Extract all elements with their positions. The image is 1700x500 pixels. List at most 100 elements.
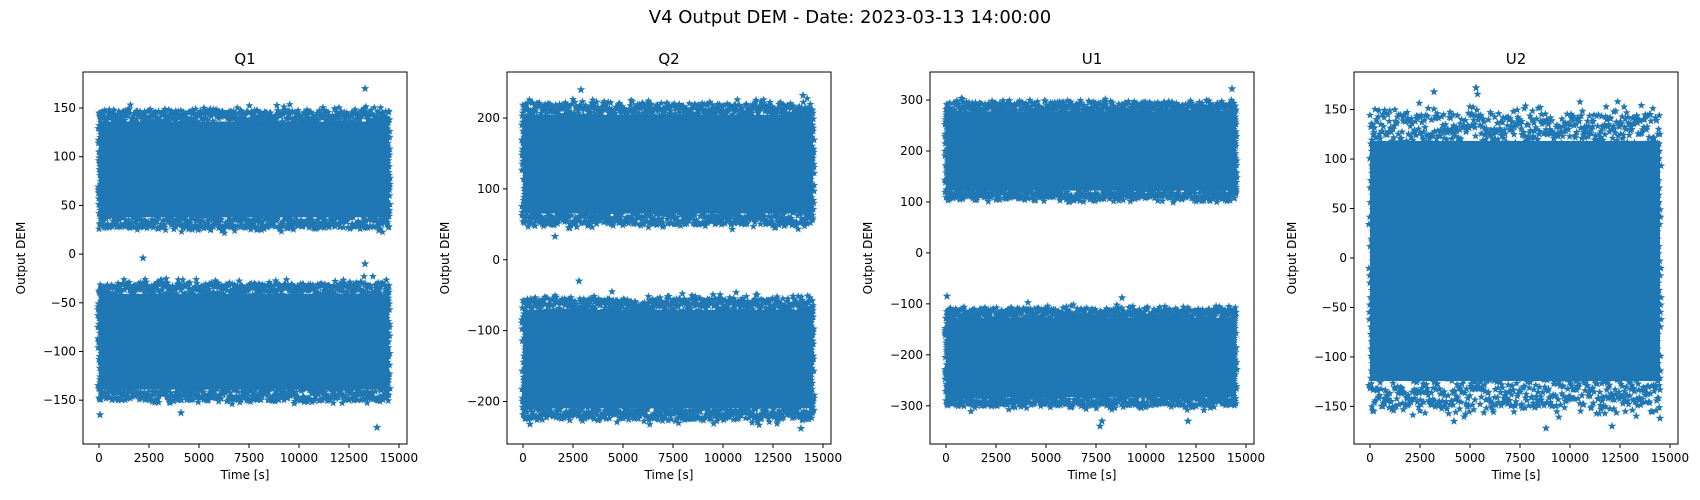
scatter-points [93, 84, 395, 432]
outlier-point [942, 291, 952, 300]
y-tick-label: −100 [890, 297, 923, 311]
outlier-point [574, 276, 584, 285]
outlier-point [95, 410, 105, 419]
x-tick-label: 5000 [608, 451, 639, 465]
outlier-point [525, 419, 535, 428]
x-tick-label: 2500 [558, 451, 589, 465]
subplot-u2: 0 2500 5000 7500 10000 12500 15000 −150 −100 −50 0… [1285, 50, 1689, 482]
y-tick-label: 150 [53, 101, 76, 115]
band-edge-lower [940, 298, 1241, 415]
x-tick-label: 5000 [1455, 451, 1486, 465]
y-tick-label: −100 [467, 324, 500, 338]
x-tick-label: 10000 [704, 451, 742, 465]
band-edge-upper [940, 94, 1241, 206]
band-upper [99, 121, 389, 218]
axes-frame [929, 71, 1255, 445]
subplot-q2: 0 2500 5000 7500 10000 12500 15000 −200 −100 0 100… [438, 50, 842, 482]
outlier-point [1449, 416, 1459, 425]
scatter-points [517, 85, 819, 433]
x-tick-label: 7500 [1505, 451, 1536, 465]
band-edge-lower [517, 287, 819, 429]
outlier-point [1471, 83, 1481, 92]
x-tick-label: 7500 [1081, 451, 1112, 465]
outlier-point [1607, 421, 1617, 430]
subplot-u1: 0 2500 5000 7500 10000 12500 15000 −300 −200 −100… [861, 50, 1265, 482]
x-tick-label: 12500 [1601, 451, 1639, 465]
y-axis-label: Output DEM [438, 222, 452, 295]
y-tick-label: 50 [1332, 202, 1347, 216]
x-tick-label: 2500 [981, 451, 1012, 465]
y-tick-label: −50 [51, 296, 76, 310]
x-axis-label: Time [s] [1491, 468, 1541, 482]
y-tick-label: 150 [1324, 103, 1347, 117]
outlier-point [796, 423, 806, 433]
x-tick-label: 10000 [1127, 451, 1165, 465]
y-tick-label: 0 [492, 253, 500, 267]
outlier-point [576, 85, 586, 94]
y-axis-label: Output DEM [1285, 222, 1299, 295]
band-upper [946, 111, 1236, 191]
band-lower [99, 293, 389, 390]
x-tick-label: 15000 [804, 451, 842, 465]
y-tick-label: −150 [43, 393, 76, 407]
y-tick-label: 0 [915, 246, 923, 260]
x-tick-label: 7500 [234, 451, 265, 465]
y-tick-label: 100 [53, 150, 76, 164]
scatter-points [940, 84, 1241, 430]
x-tick-label: 12500 [330, 451, 368, 465]
y-tick-label: 200 [900, 144, 923, 158]
y-tick-label: 50 [61, 198, 76, 212]
y-tick-label: −50 [1322, 300, 1347, 314]
band-edge-single [1364, 90, 1666, 421]
y-tick-label: −150 [1314, 399, 1347, 413]
x-axis-label: Time [s] [220, 468, 270, 482]
y-tick-label: 0 [68, 247, 76, 261]
axes-frame [82, 71, 408, 445]
outlier-point [1097, 416, 1107, 425]
x-tick-label: 0 [1366, 451, 1374, 465]
band-single [1370, 140, 1660, 382]
y-tick-label: 0 [1339, 251, 1347, 265]
y-tick-label: −300 [890, 399, 923, 413]
band-edge-lower [93, 272, 395, 408]
x-tick-label: 5000 [1031, 451, 1062, 465]
x-tick-label: 15000 [1227, 451, 1265, 465]
x-tick-label: 0 [942, 451, 950, 465]
x-tick-label: 15000 [1651, 451, 1689, 465]
y-tick-label: 100 [1324, 152, 1347, 166]
outlier-point [1541, 423, 1551, 432]
x-tick-label: 12500 [1177, 451, 1215, 465]
x-tick-label: 2500 [134, 451, 165, 465]
outlier-point [1095, 421, 1105, 430]
subplot-title: Q2 [658, 50, 679, 68]
outlier-point [798, 90, 808, 99]
y-tick-label: −200 [467, 394, 500, 408]
outlier-point [550, 231, 560, 240]
x-tick-label: 7500 [658, 451, 689, 465]
outlier-point [360, 84, 370, 93]
band-upper [523, 114, 813, 214]
y-tick-label: −100 [1314, 350, 1347, 364]
subplot-title: U2 [1506, 50, 1527, 68]
x-tick-label: 5000 [184, 451, 215, 465]
x-tick-label: 12500 [754, 451, 792, 465]
x-axis-label: Time [s] [644, 468, 694, 482]
outlier-point [1227, 84, 1237, 93]
band-lower [946, 317, 1236, 398]
x-tick-label: 0 [519, 451, 527, 465]
band-edge-upper [517, 94, 819, 233]
y-tick-label: 100 [477, 182, 500, 196]
figure-suptitle: V4 Output DEM - Date: 2023-03-13 14:00:0… [648, 7, 1052, 28]
band-edge-upper [94, 100, 395, 237]
y-tick-label: 300 [900, 93, 923, 107]
outlier-point [176, 408, 186, 417]
outlier-point [360, 259, 370, 268]
subplot-title: U1 [1082, 50, 1103, 68]
scatter-points [1364, 83, 1666, 432]
x-tick-label: 15000 [380, 451, 418, 465]
y-tick-label: −200 [890, 348, 923, 362]
x-axis-label: Time [s] [1067, 468, 1117, 482]
y-tick-label: 200 [477, 111, 500, 125]
subplot-q1: 0 2500 5000 7500 10000 12500 15000 −150 −100 −50 0… [14, 50, 418, 482]
